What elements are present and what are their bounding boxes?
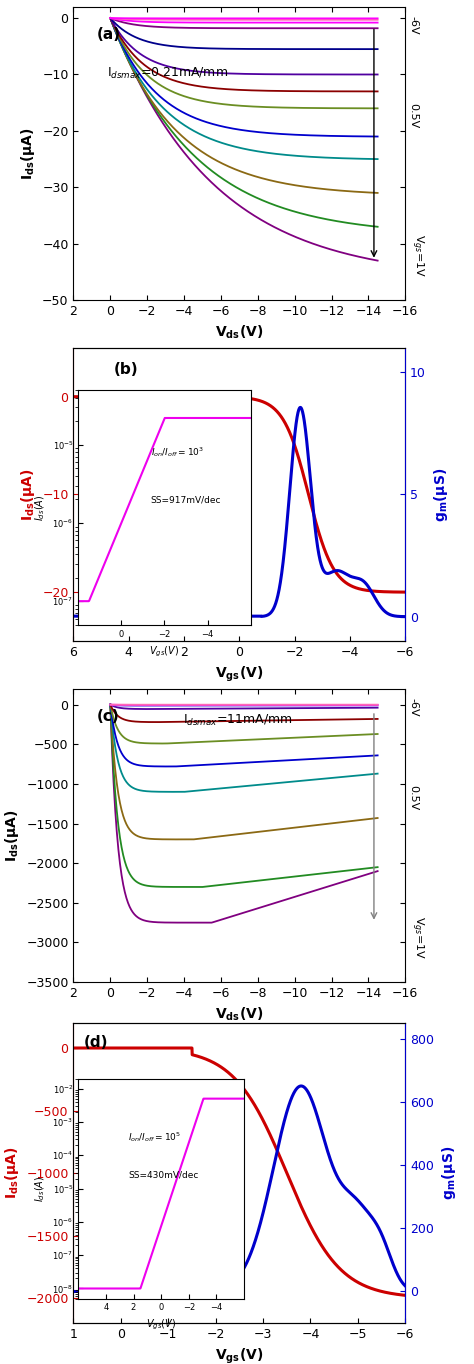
Text: $I_{on}/I_{off}=10^3$: $I_{on}/I_{off}=10^3$: [151, 446, 204, 460]
Y-axis label: $\mathbf{I_{ds}(\mu A)}$: $\mathbf{I_{ds}(\mu A)}$: [18, 468, 36, 521]
X-axis label: $\mathbf{V_{ds}(V)}$: $\mathbf{V_{ds}(V)}$: [215, 1005, 264, 1023]
X-axis label: $\mathbf{V_{gs}(V)}$: $\mathbf{V_{gs}(V)}$: [215, 664, 264, 683]
Text: I$_{dsmax}$=0.21mA/mm: I$_{dsmax}$=0.21mA/mm: [107, 67, 228, 82]
Text: (a): (a): [97, 27, 121, 42]
X-axis label: $V_{gs}(V)$: $V_{gs}(V)$: [146, 1318, 176, 1333]
Text: V$_{gs}$=1V: V$_{gs}$=1V: [409, 915, 425, 959]
Y-axis label: $\mathbf{I_{ds}(\mu A)}$: $\mathbf{I_{ds}(\mu A)}$: [3, 809, 21, 862]
Text: $I_{on}/I_{off}=10^5$: $I_{on}/I_{off}=10^5$: [128, 1129, 181, 1143]
Y-axis label: $\mathbf{g_m(\mu S)}$: $\mathbf{g_m(\mu S)}$: [431, 468, 449, 521]
Text: -6V: -6V: [409, 697, 419, 716]
Text: SS=430mV/dec: SS=430mV/dec: [128, 1170, 198, 1180]
Y-axis label: $\mathbf{g_m(\mu S)}$: $\mathbf{g_m(\mu S)}$: [440, 1146, 458, 1200]
Text: V$_{gs}$=1V: V$_{gs}$=1V: [409, 233, 425, 277]
Text: I$_{dsmax}$=11mA/mm: I$_{dsmax}$=11mA/mm: [183, 713, 293, 728]
Text: 0.5V: 0.5V: [409, 102, 419, 128]
X-axis label: $\mathbf{V_{gs}(V)}$: $\mathbf{V_{gs}(V)}$: [215, 1346, 264, 1364]
Y-axis label: $I_{ds}(A)$: $I_{ds}(A)$: [33, 1176, 47, 1202]
Text: (d): (d): [83, 1035, 108, 1050]
X-axis label: $V_{gs}(V)$: $V_{gs}(V)$: [149, 644, 180, 659]
X-axis label: $\mathbf{V_{ds}(V)}$: $\mathbf{V_{ds}(V)}$: [215, 323, 264, 341]
Y-axis label: $\mathbf{I_{ds}(\mu A)}$: $\mathbf{I_{ds}(\mu A)}$: [18, 127, 36, 180]
Text: 0.5V: 0.5V: [409, 784, 419, 810]
Text: -6V: -6V: [409, 15, 419, 34]
Y-axis label: $I_{ds}(A)$: $I_{ds}(A)$: [33, 494, 47, 521]
Text: (c): (c): [97, 709, 119, 724]
Y-axis label: $\mathbf{I_{ds}(\mu A)}$: $\mathbf{I_{ds}(\mu A)}$: [3, 1147, 21, 1199]
Text: SS=917mV/dec: SS=917mV/dec: [151, 495, 221, 505]
Text: (b): (b): [113, 363, 138, 378]
